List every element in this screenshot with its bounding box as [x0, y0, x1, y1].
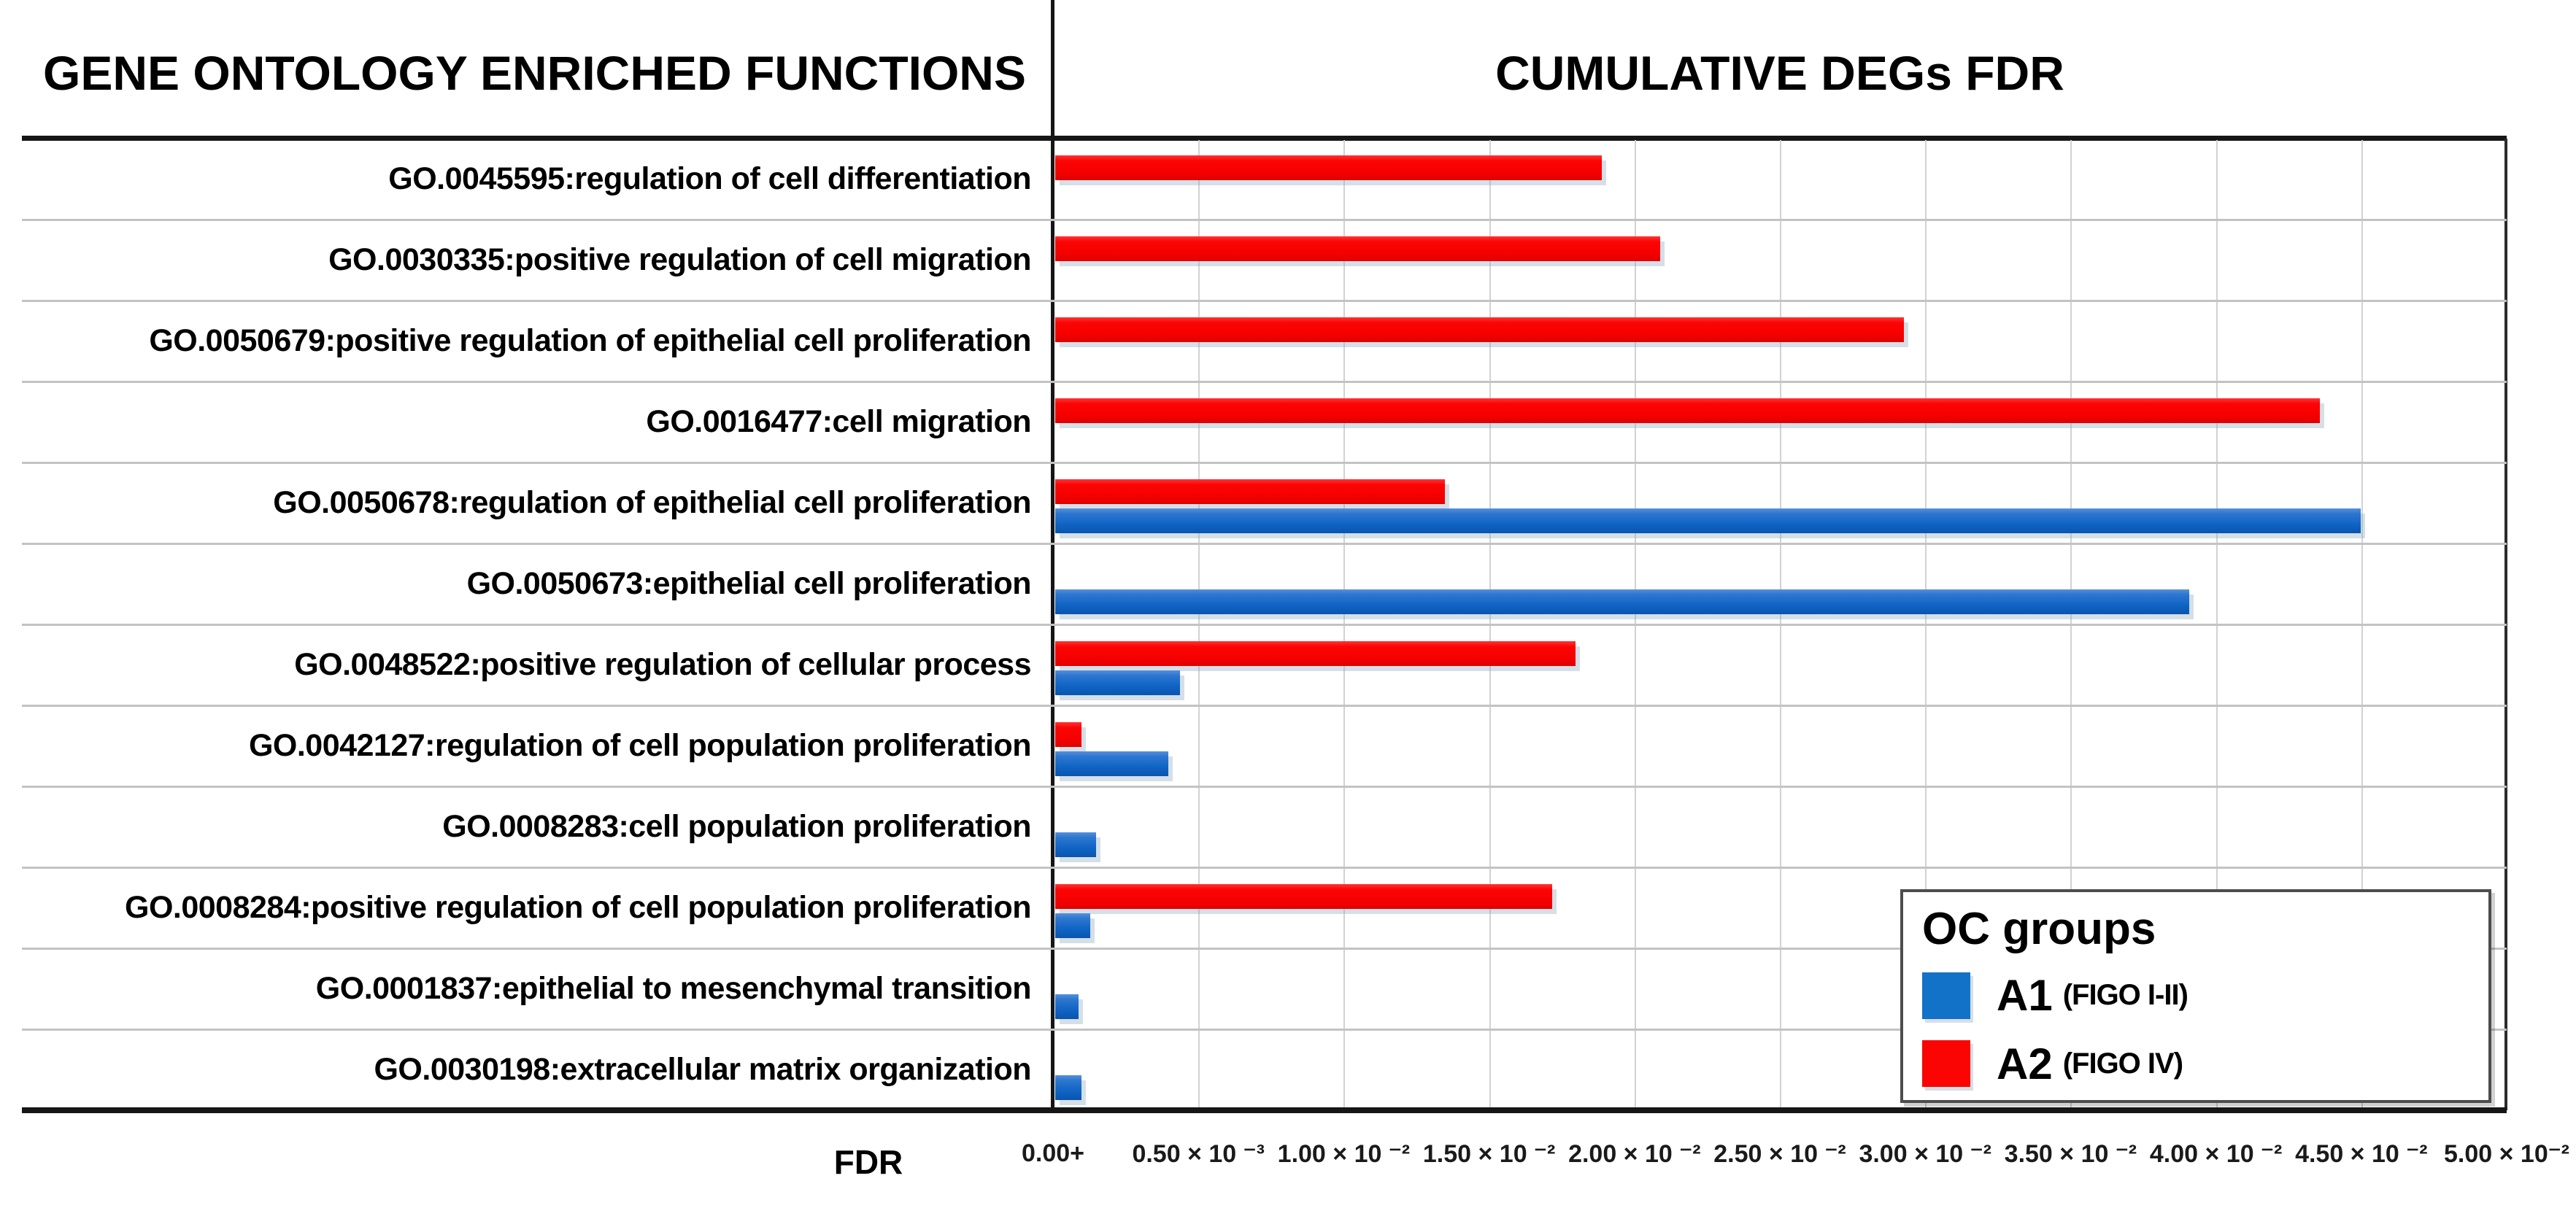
- x-tick-label: 1.50 × 10 ⁻²: [1422, 1140, 1556, 1168]
- category-label: GO.0050678:regulation of epithelial cell…: [273, 485, 1031, 520]
- gridline-horizontal: [22, 462, 2507, 464]
- category-label: GO.0045595:regulation of cell differenti…: [388, 161, 1031, 196]
- x-tick-label: 0.50 × 10 ⁻³: [1132, 1140, 1265, 1168]
- top-frame-line: [22, 136, 2507, 141]
- legend-item-a1: A1 (FIGO I-II): [1922, 967, 2469, 1025]
- left-panel-title: GENE ONTOLOGY ENRICHED FUNCTIONS: [42, 46, 1026, 100]
- bar-a1-GO.0050673: [1055, 589, 2189, 614]
- legend-swatch-a2: [1922, 1040, 1970, 1088]
- bar-a1-GO.0048522: [1055, 670, 1180, 695]
- bar-a2-GO.0045595: [1055, 155, 1602, 180]
- bar-a1-GO.0050678: [1055, 508, 2361, 533]
- x-tick-label: 1.00 × 10 ⁻²: [1277, 1140, 1411, 1168]
- bar-a2-GO.0048522: [1055, 641, 1576, 666]
- legend-key-a1: A1: [1997, 971, 2053, 1021]
- bar-a2-GO.0030335: [1055, 236, 1660, 261]
- x-tick-label: 2.00 × 10 ⁻²: [1568, 1140, 1701, 1168]
- legend-title: OC groups: [1922, 904, 2156, 954]
- category-label: GO.0008283:cell population proliferation: [442, 809, 1031, 844]
- bar-a2-GO.0050678: [1055, 479, 1445, 504]
- category-label: GO.0050679:positive regulation of epithe…: [149, 323, 1031, 358]
- bar-a1-GO.0042127: [1055, 751, 1168, 776]
- x-tick-label: 3.00 × 10 ⁻²: [1859, 1140, 1991, 1168]
- category-label: GO.0050673:epithelial cell proliferation: [466, 566, 1032, 601]
- gridline-horizontal: [22, 867, 2507, 869]
- legend-key-a2: A2: [1997, 1039, 2053, 1088]
- gridline-horizontal: [22, 624, 2507, 626]
- gridline-horizontal: [22, 948, 2507, 950]
- gridline-horizontal: [22, 300, 2507, 302]
- category-label: GO.0008284:positive regulation of cell p…: [125, 890, 1032, 925]
- chart-title: CUMULATIVE DEGs FDR: [1495, 46, 2064, 100]
- legend-detail-a2: (FIGO IV): [2062, 1047, 2183, 1080]
- gridline-horizontal: [22, 705, 2507, 707]
- gridline-horizontal: [22, 543, 2507, 545]
- legend-swatch-a1: [1922, 972, 1970, 1019]
- bar-a2-GO.0050679: [1055, 317, 1904, 342]
- y-axis-line: [1051, 0, 1054, 1110]
- x-axis-title: FDR: [833, 1143, 903, 1181]
- category-label: GO.0001837:epithelial to mesenchymal tra…: [315, 971, 1032, 1006]
- bar-a2-GO.0016477: [1055, 398, 2320, 423]
- x-tick-label: 5.00 × 10⁻²: [2443, 1140, 2570, 1168]
- category-label: GO.0016477:cell migration: [646, 404, 1031, 439]
- legend-item-a2: A2 (FIGO IV): [1922, 1035, 2469, 1093]
- bar-a1-GO.0008284: [1055, 913, 1090, 938]
- bar-a2-GO.0008284: [1055, 884, 1552, 909]
- bar-a1-GO.0030198: [1055, 1075, 1081, 1100]
- category-label: GO.0030198:extracellular matrix organiza…: [374, 1052, 1031, 1087]
- gridline-horizontal: [22, 786, 2507, 788]
- category-label: GO.0030335:positive regulation of cell m…: [328, 242, 1031, 277]
- x-tick-label: 4.00 × 10 ⁻²: [2149, 1140, 2283, 1168]
- bar-a1-GO.0001837: [1055, 994, 1079, 1019]
- gridline-horizontal: [22, 219, 2507, 221]
- category-label: GO.0048522:positive regulation of cellul…: [294, 647, 1031, 682]
- bar-a2-GO.0042127: [1055, 722, 1081, 747]
- bottom-frame-line: [22, 1107, 2507, 1113]
- bar-a1-GO.0008283: [1055, 832, 1096, 857]
- x-tick-label: 3.50 × 10 ⁻²: [2004, 1140, 2137, 1168]
- legend-box: OC groups A1 (FIGO I-II) A2 (FIGO IV): [1900, 889, 2491, 1103]
- legend-detail-a1: (FIGO I-II): [2062, 979, 2189, 1012]
- gridline-horizontal: [22, 381, 2507, 383]
- gridline-horizontal: [22, 1029, 2507, 1031]
- x-tick-label: 2.50 × 10 ⁻²: [1713, 1140, 1846, 1168]
- x-tick-label: 4.50 × 10 ⁻²: [2295, 1140, 2428, 1168]
- x-tick-label: 0.00+: [1021, 1139, 1085, 1167]
- category-label: GO.0042127:regulation of cell population…: [248, 728, 1032, 763]
